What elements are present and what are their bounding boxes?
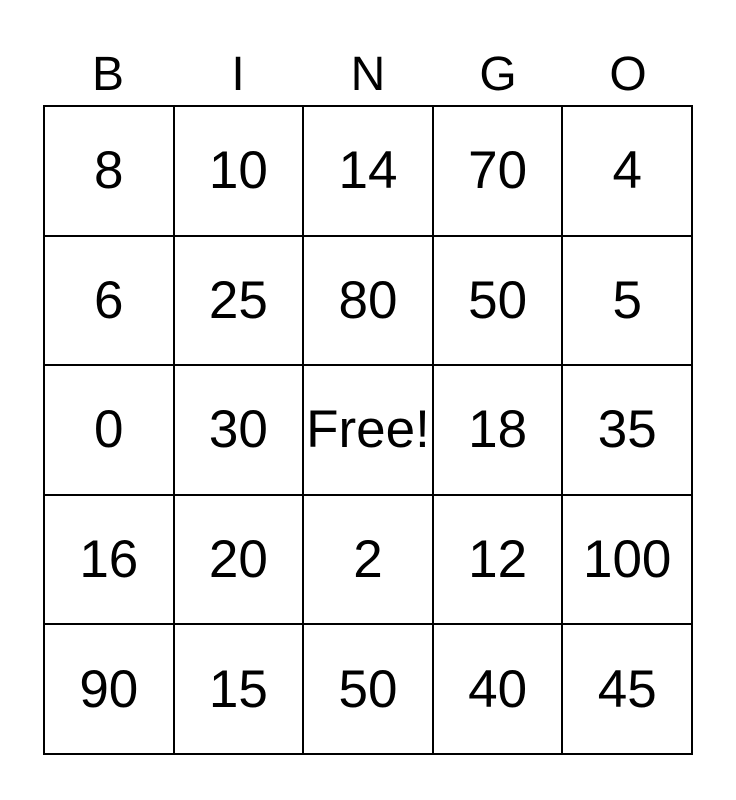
- bingo-cell-free[interactable]: Free!: [303, 365, 433, 495]
- bingo-cell[interactable]: 2: [303, 494, 433, 625]
- bingo-cell[interactable]: 100: [562, 494, 692, 625]
- bingo-cell[interactable]: 15: [173, 624, 304, 754]
- bingo-cell[interactable]: 8: [44, 106, 174, 236]
- header-letter-n: N: [350, 48, 386, 101]
- header-letter-g: G: [479, 48, 517, 101]
- bingo-cell[interactable]: 80: [303, 235, 433, 366]
- bingo-grid: 8 10 14 70 4 6 25 80 50 5 0 30 Free! 18 …: [43, 105, 693, 755]
- bingo-cell[interactable]: 20: [173, 494, 304, 625]
- bingo-cell[interactable]: 16: [44, 494, 174, 625]
- header-letter-i: I: [231, 48, 245, 101]
- bingo-cell[interactable]: 40: [432, 624, 563, 754]
- bingo-header: B I N G O: [43, 51, 693, 99]
- bingo-cell[interactable]: 18: [432, 365, 563, 495]
- bingo-cell[interactable]: 14: [303, 106, 433, 236]
- header-letter-b: B: [91, 48, 124, 101]
- header-letter-o: O: [609, 48, 647, 101]
- bingo-cell[interactable]: 5: [562, 235, 692, 366]
- bingo-cell[interactable]: 12: [432, 494, 563, 625]
- bingo-cell[interactable]: 70: [432, 106, 563, 236]
- bingo-cell[interactable]: 10: [173, 106, 304, 236]
- bingo-cell[interactable]: 50: [303, 624, 433, 754]
- bingo-cell[interactable]: 0: [44, 365, 174, 495]
- bingo-cell[interactable]: 50: [432, 235, 563, 366]
- bingo-cell[interactable]: 6: [44, 235, 174, 366]
- bingo-cell[interactable]: 35: [562, 365, 692, 495]
- bingo-cell[interactable]: 90: [44, 624, 174, 754]
- bingo-cell[interactable]: 4: [562, 106, 692, 236]
- bingo-cell[interactable]: 30: [173, 365, 304, 495]
- bingo-cell[interactable]: 25: [173, 235, 304, 366]
- bingo-cell[interactable]: 45: [562, 624, 692, 754]
